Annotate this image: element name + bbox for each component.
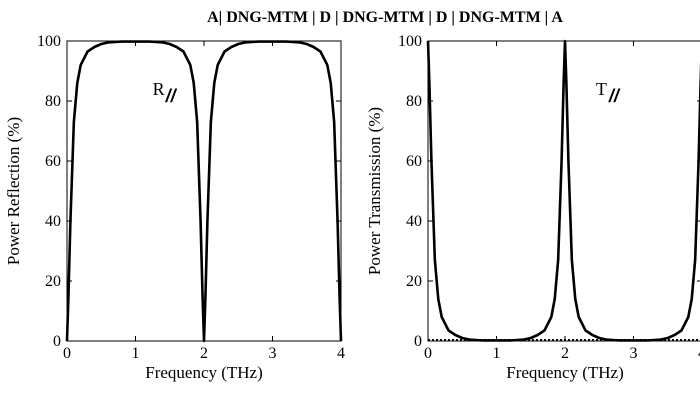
x-axis-label: Frequency (THz) [145,363,263,382]
y-tick-label: 0 [53,333,61,350]
y-tick-label: 100 [398,33,422,50]
x-tick-label: 2 [200,345,208,362]
x-axis-label: Frequency (THz) [506,363,624,382]
x-tick-label: 3 [269,345,277,362]
transmission-annotation: T [596,79,607,99]
plot-frame [66,40,342,342]
y-tick-label: 20 [45,273,61,290]
x-tick-label: 1 [493,345,501,362]
x-tick-label: 0 [63,345,71,362]
x-tick-label: 1 [132,345,140,362]
x-tick-label: 2 [561,345,569,362]
x-tick-label: 0 [424,345,432,362]
reflection-annotation: R [153,79,165,99]
reflection-series-line [65,40,343,343]
y-axis-label: Power Transmission (%) [365,107,384,275]
y-tick-label: 40 [406,213,422,230]
transmission-series-line [426,39,700,342]
x-tick-label: 4 [698,345,700,362]
transmission-annotation-subscript: // [608,86,621,106]
x-tick-label: 3 [630,345,638,362]
y-tick-label: 80 [406,93,422,110]
y-tick-label: 0 [414,333,422,350]
y-axis-label: Power Reflection (%) [4,117,23,265]
y-tick-label: 40 [45,213,61,230]
x-tick-label: 4 [337,345,345,362]
y-tick-label: 60 [406,153,422,170]
y-tick-label: 100 [37,33,61,50]
y-tick-label: 60 [45,153,61,170]
y-tick-label: 20 [406,273,422,290]
y-tick-label: 80 [45,93,61,110]
reflection-annotation-subscript: // [165,86,178,106]
figure-title: A| DNG-MTM | D | DNG-MTM | D | DNG-MTM |… [207,9,563,26]
